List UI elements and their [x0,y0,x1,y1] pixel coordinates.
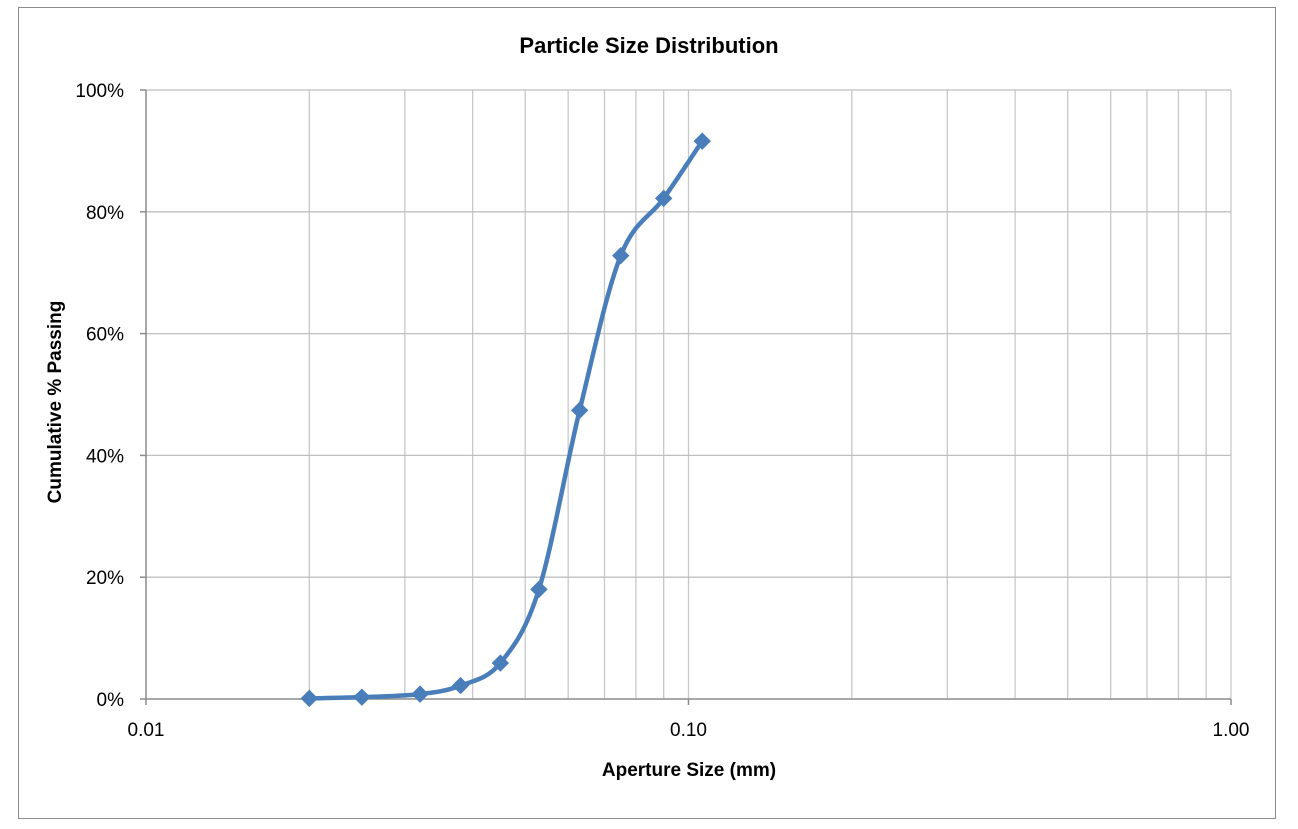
x-axis-title: Aperture Size (mm) [602,760,776,781]
chart-svg: Particle Size Distribution 0% 20% 40% 60% 80… [45,33,1249,781]
chart-title: Particle Size Distribution [519,33,778,58]
data-point-marker [451,676,470,695]
y-tick-label: 40% [86,446,124,467]
series-layer [300,132,711,708]
y-axis-title: Cumulative % Passing [45,301,66,504]
tick-labels: 0% 20% 40% 60% 80% 100% 0.01 0.10 1.00 [75,81,1249,741]
x-tick-label: 0.01 [128,720,165,741]
x-tick-label: 0.10 [670,720,707,741]
data-point-marker [300,689,319,708]
y-tick-label: 80% [86,203,124,224]
data-point-marker [530,580,548,599]
data-point-marker [654,189,673,208]
data-point-marker [570,401,589,420]
data-point-marker [612,246,630,265]
data-point-marker [693,132,711,150]
data-point-marker [411,685,429,703]
y-tick-label: 60% [86,325,124,346]
x-tick-label: 1.00 [1213,720,1250,741]
series-line [307,138,705,701]
data-point-marker [491,654,510,672]
y-tick-label: 0% [97,690,125,711]
chart-frame: Particle Size Distribution 0% 20% 40% 60% 80… [18,7,1276,819]
y-tick-label: 100% [75,81,124,102]
y-tick-label: 20% [86,568,124,589]
data-point-marker [353,688,371,706]
grid [146,89,1232,699]
